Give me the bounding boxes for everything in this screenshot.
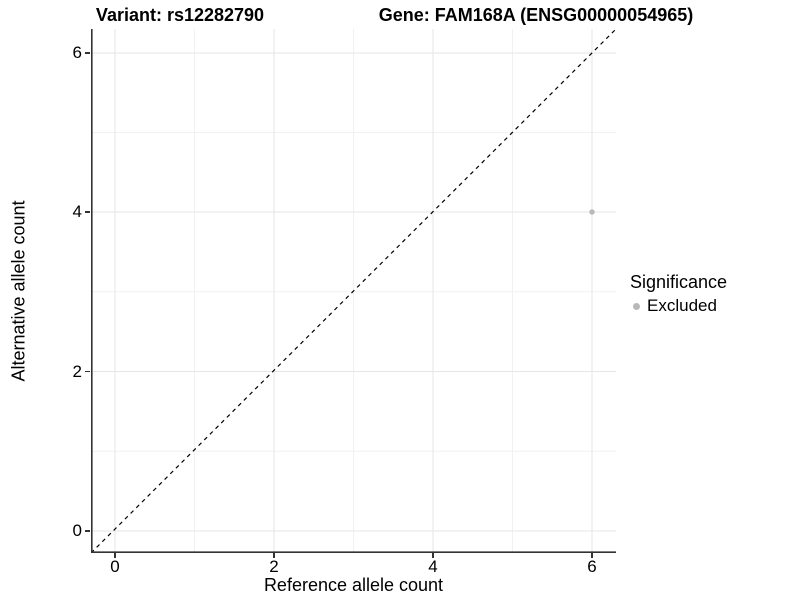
y-tick-label-4: 4: [72, 202, 82, 221]
y-tick-4: [85, 211, 90, 213]
y-tick-label-6: 6: [72, 43, 82, 62]
x-tick-label-6: 6: [587, 557, 597, 576]
x-tick-6: [591, 553, 593, 558]
identity-line: [91, 29, 616, 553]
variant-title: Variant: rs12282790: [95, 5, 265, 25]
plot-panel: [91, 29, 616, 553]
x-tick-label-2: 2: [269, 557, 279, 576]
x-tick-0: [114, 553, 116, 558]
y-tick-2: [85, 370, 90, 373]
legend-item-label: Excluded: [647, 296, 717, 315]
y-axis-title: Alternative allele count: [8, 200, 29, 382]
y-tick-label-0: 0: [72, 521, 82, 540]
legend: Significance Excluded: [630, 272, 727, 316]
x-tick-label-0: 0: [110, 557, 120, 576]
data-point: [589, 209, 595, 215]
y-tick-label-2: 2: [72, 361, 82, 381]
x-tick-label-4: 4: [428, 557, 438, 576]
legend-item-excluded: Excluded: [630, 296, 727, 316]
y-tick-6: [85, 52, 90, 54]
x-tick-2: [273, 553, 275, 558]
gene-title: Gene: FAM168A (ENSG00000054965): [378, 5, 694, 25]
x-tick-4: [432, 553, 434, 558]
excluded-point-icon: [633, 302, 640, 310]
x-axis-title: Reference allele count: [263, 575, 444, 595]
major-gridlines: [91, 29, 616, 553]
y-tick-0: [85, 530, 90, 532]
legend-title: Significance: [630, 272, 728, 292]
